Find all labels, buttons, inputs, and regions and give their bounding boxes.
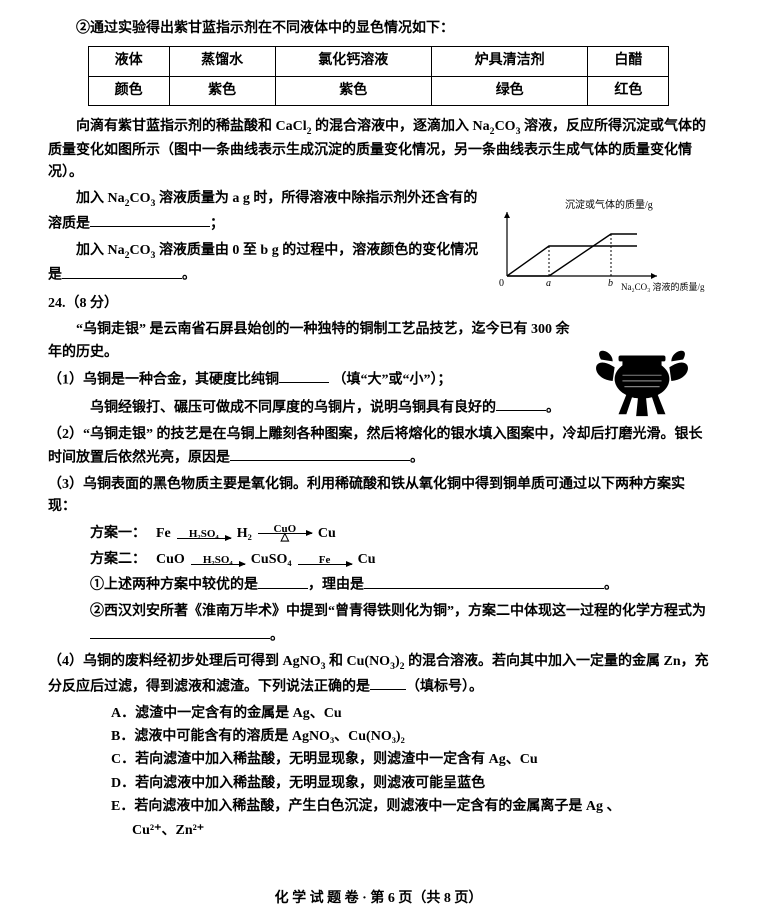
svg-text:0: 0 bbox=[499, 278, 504, 289]
option-a: A．滤渣中一定含有的金属是 Ag、Cu bbox=[111, 703, 709, 725]
options-list: A．滤渣中一定含有的金属是 Ag、Cu B．滤液中可能含有的溶质是 AgNO₃、… bbox=[111, 703, 709, 842]
option-e2: Cu²⁺、Zn²⁺ bbox=[111, 820, 709, 842]
bronze-pot-image bbox=[583, 336, 701, 424]
arrow1-2: CuO △ bbox=[258, 524, 312, 543]
option-d: D．若向滤液中加入稀盐酸，无明显现象，则滤液可能呈蓝色 bbox=[111, 773, 709, 795]
scheme2-s3: Cu bbox=[358, 549, 376, 571]
txt: ，理由是 bbox=[308, 578, 364, 593]
svg-text:a: a bbox=[546, 278, 551, 289]
intro-line: ②通过实验得出紫甘蓝指示剂在不同液体中的显色情况如下： bbox=[48, 18, 709, 40]
txt: ①上述两种方案中较优的是 bbox=[90, 578, 258, 593]
svg-text:b: b bbox=[608, 278, 613, 289]
td-color: 颜色 bbox=[88, 76, 169, 105]
td-cleaner: 绿色 bbox=[432, 76, 588, 105]
blank-solute bbox=[90, 212, 210, 227]
txt: ； bbox=[210, 216, 224, 231]
txt: 。 bbox=[410, 450, 424, 465]
q24-3-choice: ①上述两种方案中较优的是 ，理由是 。 bbox=[48, 573, 709, 597]
th-liquid: 液体 bbox=[88, 47, 169, 76]
th-water: 蒸馏水 bbox=[169, 47, 275, 76]
mass-chart: 沉淀或气体的质量/g 0 a b Na₂CO₃ 溶液的质量/g bbox=[487, 198, 707, 293]
blank-color-change bbox=[62, 263, 182, 278]
q24-4: （4）乌铜的废料经初步处理后可得到 AgNO3 和 Cu(NO3)2 的混合溶液… bbox=[48, 651, 709, 698]
th-vinegar: 白醋 bbox=[588, 47, 669, 76]
txt: 的混合溶液中，逐滴加入 Na bbox=[312, 119, 490, 134]
txt: 向滴有紫甘蓝指示剂的稀盐酸和 CaCl bbox=[76, 119, 307, 134]
color-table: 液体 蒸馏水 氯化钙溶液 炉具清洁剂 白醋 颜色 紫色 紫色 绿色 红色 bbox=[88, 46, 670, 106]
txt: 加入 Na bbox=[76, 191, 125, 206]
txt: 。 bbox=[604, 578, 618, 593]
scheme1-s2: H₂ bbox=[237, 523, 252, 545]
scheme-2: 方案二： CuO H₂SO₄ CuSO₄ Fe Cu bbox=[90, 549, 709, 571]
txt: 和 Cu(NO bbox=[326, 654, 391, 669]
th-cacl2: 氯化钙溶液 bbox=[275, 47, 431, 76]
q24-3-eq: ②西汉刘安所著《淮南万毕术》中提到“曾青得铁则化为铜”，方案二中体现这一过程的化… bbox=[48, 601, 709, 647]
blank-equation bbox=[90, 624, 270, 639]
txt: （填“大”或“小”）； bbox=[333, 372, 452, 387]
arrow1-1: H₂SO₄ bbox=[177, 529, 231, 539]
svg-text:Na₂CO₃ 溶液的质量/g: Na₂CO₃ 溶液的质量/g bbox=[621, 281, 705, 292]
txt: 加入 Na bbox=[76, 243, 125, 258]
td-vinegar: 红色 bbox=[588, 76, 669, 105]
blank-answer bbox=[370, 675, 406, 690]
txt: CO bbox=[130, 243, 151, 258]
txt: （4）乌铜的废料经初步处理后可得到 AgNO bbox=[48, 654, 321, 669]
scheme2-label: 方案二： bbox=[90, 549, 146, 571]
para-mixture: 向滴有紫甘蓝指示剂的稀盐酸和 CaCl2 的混合溶液中，逐滴加入 Na2CO3 … bbox=[48, 116, 709, 184]
txt: （填标号）。 bbox=[406, 679, 483, 694]
scheme1-s3: Cu bbox=[318, 523, 336, 545]
txt: ②西汉刘安所著《淮南万毕术》中提到“曾青得铁则化为铜”，方案二中体现这一过程的化… bbox=[90, 604, 706, 619]
txt: 。 bbox=[182, 268, 196, 283]
q24-3: （3）乌铜表面的黑色物质主要是氧化铜。利用稀硫酸和铁从氧化铜中得到铜单质可通过以… bbox=[48, 474, 709, 519]
txt: CO bbox=[495, 119, 516, 134]
scheme-1: 方案一： Fe H₂SO₄ H₂ CuO △ Cu bbox=[90, 523, 709, 545]
option-b: B．滤液中可能含有的溶质是 AgNO₃、Cu(NO₃)₂ bbox=[111, 726, 709, 748]
txt: CO bbox=[130, 191, 151, 206]
chart-ylabel: 沉淀或气体的质量/g bbox=[565, 198, 653, 211]
txt: （1）乌铜是一种合金，其硬度比纯铜 bbox=[48, 372, 279, 387]
scheme2-s1: CuO bbox=[156, 549, 185, 571]
arrow2-2: Fe bbox=[298, 555, 352, 565]
blank-better bbox=[258, 573, 308, 588]
blank-property bbox=[496, 396, 546, 411]
scheme1-label: 方案一： bbox=[90, 523, 146, 545]
option-c: C．若向滤渣中加入稀盐酸，无明显现象，则滤渣中一定含有 Ag、Cu bbox=[111, 749, 709, 771]
txt: 乌铜经锻打、碾压可做成不同厚度的乌铜片，说明乌铜具有良好的 bbox=[90, 400, 496, 415]
q24-2: （2）“乌铜走银” 的技艺是在乌铜上雕刻各种图案，然后将熔化的银水填入图案中，冷… bbox=[48, 424, 709, 470]
txt: 。 bbox=[270, 628, 284, 643]
td-water: 紫色 bbox=[169, 76, 275, 105]
th-cleaner: 炉具清洁剂 bbox=[432, 47, 588, 76]
option-e1: E．若向滤液中加入稀盐酸，产生白色沉淀，则滤液中一定含有的金属离子是 Ag 、 bbox=[111, 796, 709, 818]
blank-reason bbox=[230, 446, 410, 461]
scheme1-s1: Fe bbox=[156, 523, 171, 545]
page-footer: 化 学 试 题 卷 · 第 6 页（共 8 页） bbox=[0, 888, 757, 910]
arrow2-1: H₂SO₄ bbox=[191, 555, 245, 565]
scheme2-s2: CuSO₄ bbox=[251, 549, 292, 571]
td-cacl2: 紫色 bbox=[275, 76, 431, 105]
blank-reason2 bbox=[364, 573, 604, 588]
blank-hardness bbox=[279, 368, 329, 383]
txt: 。 bbox=[546, 400, 560, 415]
q24-header: 24.（8 分） bbox=[48, 293, 709, 315]
